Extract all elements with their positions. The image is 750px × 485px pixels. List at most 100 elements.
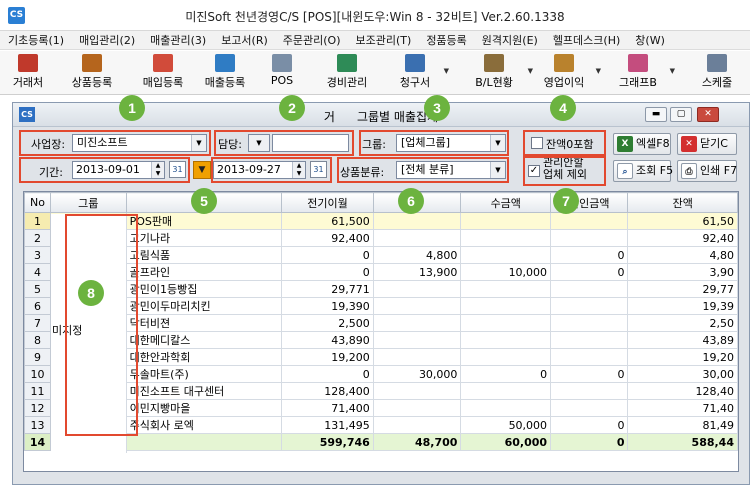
table-row[interactable]: 13 주식회사 로엑 131,495 50,000 0 81,49 bbox=[24, 416, 738, 434]
company-cell[interactable]: 광민이두마리치킨 bbox=[125, 297, 283, 315]
discount-cell[interactable] bbox=[550, 314, 629, 332]
chevron-down-icon[interactable]: ▼ bbox=[249, 135, 269, 151]
sales-cell[interactable] bbox=[372, 348, 462, 366]
sales-cell[interactable] bbox=[372, 399, 462, 417]
balance-cell[interactable]: 588,44 bbox=[627, 433, 738, 451]
manager-type-select[interactable]: ▼ bbox=[248, 134, 270, 152]
collection-cell[interactable] bbox=[460, 280, 552, 298]
collection-cell[interactable] bbox=[460, 212, 552, 230]
balance-cell[interactable]: 4,80 bbox=[627, 246, 738, 264]
no[interactable]: 8 bbox=[24, 331, 51, 349]
discount-cell[interactable] bbox=[550, 212, 629, 230]
menu-item-aux[interactable]: 보조관리(T) bbox=[355, 34, 412, 47]
chevron-down-icon[interactable]: ▼ bbox=[595, 67, 601, 75]
discount-cell[interactable] bbox=[550, 348, 629, 366]
discount-cell[interactable] bbox=[550, 297, 629, 315]
no[interactable]: 10 bbox=[24, 365, 51, 383]
company-cell[interactable]: 두솔마트(주) bbox=[125, 365, 283, 383]
col-no[interactable]: No bbox=[24, 192, 51, 213]
menu-item-window[interactable]: 창(W) bbox=[635, 34, 665, 47]
sales-cell[interactable] bbox=[372, 212, 462, 230]
col-prev-balance[interactable]: 전기이월 bbox=[281, 192, 374, 213]
chevron-down-icon[interactable]: ▼ bbox=[527, 67, 533, 75]
collection-cell[interactable] bbox=[460, 297, 552, 315]
sales-cell[interactable] bbox=[372, 297, 462, 315]
toolbar-schedule-button[interactable]: 스케줄 bbox=[690, 53, 744, 93]
chevron-down-icon[interactable]: ▼ bbox=[490, 135, 505, 151]
balance-cell[interactable]: 71,40 bbox=[627, 399, 738, 417]
no[interactable]: 13 bbox=[24, 416, 51, 434]
toolbar-graph-button[interactable]: 그래프B ▼ bbox=[610, 53, 675, 93]
prev-balance-cell[interactable]: 71,400 bbox=[281, 399, 374, 417]
toolbar-profit-button[interactable]: 영업이익 ▼ bbox=[536, 53, 601, 93]
company-cell[interactable]: 이민지빵마을 bbox=[125, 399, 283, 417]
sales-cell[interactable] bbox=[372, 382, 462, 400]
toolbar-customers-button[interactable]: 거래처 bbox=[4, 53, 52, 93]
discount-cell[interactable] bbox=[550, 280, 629, 298]
toolbar-sales-entry-button[interactable]: 매출등록 bbox=[196, 53, 254, 93]
col-balance[interactable]: 잔액 bbox=[627, 192, 738, 213]
balance-cell[interactable]: 3,90 bbox=[627, 263, 738, 281]
company-cell[interactable]: 닥터비젼 bbox=[125, 314, 283, 332]
product-class-select[interactable]: [전체 분류] ▼ bbox=[396, 161, 506, 179]
no[interactable]: 1 bbox=[24, 212, 51, 230]
menu-item-orders[interactable]: 주문관리(O) bbox=[282, 34, 341, 47]
prev-balance-cell[interactable]: 0 bbox=[281, 263, 374, 281]
company-select[interactable]: 미진소프트 ▼ bbox=[72, 134, 207, 152]
manager-input[interactable] bbox=[272, 134, 349, 152]
discount-cell[interactable]: 0 bbox=[550, 433, 629, 451]
sales-cell[interactable] bbox=[372, 331, 462, 349]
menu-item-license[interactable]: 정품등록 bbox=[426, 34, 467, 47]
collection-cell[interactable]: 10,000 bbox=[460, 263, 552, 281]
no[interactable]: 5 bbox=[24, 280, 51, 298]
no[interactable]: 3 bbox=[24, 246, 51, 264]
date-to-input[interactable]: 2013-09-27 ▲ ▼ bbox=[213, 161, 306, 179]
table-row[interactable]: 3 고림식품 0 4,800 0 4,80 bbox=[24, 246, 738, 264]
menu-item-helpdesk[interactable]: 헬프데스크(H) bbox=[552, 34, 621, 47]
prev-balance-cell[interactable]: 29,771 bbox=[281, 280, 374, 298]
company-cell[interactable]: 골프라인 bbox=[125, 263, 283, 281]
company-cell[interactable]: POS판매 bbox=[125, 212, 283, 230]
prev-balance-cell[interactable]: 19,390 bbox=[281, 297, 374, 315]
collection-cell[interactable] bbox=[460, 399, 552, 417]
toolbar-invoice-button[interactable]: 청구서 ▼ bbox=[390, 53, 449, 93]
col-group[interactable]: 그룹 bbox=[49, 192, 127, 213]
menu-item-remote[interactable]: 원격지원(E) bbox=[481, 34, 538, 47]
col-collection[interactable]: 수금액 bbox=[460, 192, 552, 213]
prev-balance-cell[interactable]: 128,400 bbox=[281, 382, 374, 400]
company-cell[interactable]: 대한메디칼스 bbox=[125, 331, 283, 349]
discount-cell[interactable] bbox=[550, 229, 629, 247]
no[interactable]: 6 bbox=[24, 297, 51, 315]
collection-cell[interactable] bbox=[460, 246, 552, 264]
group-select[interactable]: [업체그룹] ▼ bbox=[396, 134, 506, 152]
sales-cell[interactable]: 13,900 bbox=[372, 263, 462, 281]
date-to-calendar-icon[interactable]: 31 bbox=[310, 161, 327, 178]
discount-cell[interactable]: 0 bbox=[550, 365, 629, 383]
collection-cell[interactable] bbox=[460, 348, 552, 366]
collection-cell[interactable] bbox=[460, 382, 552, 400]
discount-cell[interactable]: 0 bbox=[550, 263, 629, 281]
exclude-unmanaged-checkbox[interactable]: ✓ bbox=[528, 165, 540, 177]
no[interactable]: 2 bbox=[24, 229, 51, 247]
prev-balance-cell[interactable]: 19,200 bbox=[281, 348, 374, 366]
chevron-down-icon[interactable]: ▼ bbox=[191, 135, 206, 151]
balance-cell[interactable]: 19,39 bbox=[627, 297, 738, 315]
date-from-calendar-icon[interactable]: 31 bbox=[169, 161, 186, 178]
close-button[interactable]: ✕ 닫기C bbox=[677, 133, 737, 155]
balance-cell[interactable]: 29,77 bbox=[627, 280, 738, 298]
group-merged-cell[interactable]: 미지정 bbox=[51, 214, 127, 453]
company-cell[interactable]: 고림식품 bbox=[125, 246, 283, 264]
toolbar-bl-status-button[interactable]: B/L현황 ▼ bbox=[464, 53, 533, 93]
prev-balance-cell[interactable]: 0 bbox=[281, 365, 374, 383]
sales-cell[interactable]: 30,000 bbox=[372, 365, 462, 383]
prev-balance-cell[interactable]: 92,400 bbox=[281, 229, 374, 247]
company-cell[interactable]: 미진소프트 대구센터 bbox=[125, 382, 283, 400]
collection-cell[interactable]: 0 bbox=[460, 365, 552, 383]
close-window-button[interactable]: ✕ bbox=[697, 107, 719, 122]
discount-cell[interactable] bbox=[550, 331, 629, 349]
maximize-button[interactable]: ▢ bbox=[670, 107, 692, 122]
collection-cell[interactable] bbox=[460, 229, 552, 247]
menu-item-reports[interactable]: 보고서(R) bbox=[221, 34, 268, 47]
collection-cell[interactable]: 50,000 bbox=[460, 416, 552, 434]
balance-cell[interactable]: 2,50 bbox=[627, 314, 738, 332]
